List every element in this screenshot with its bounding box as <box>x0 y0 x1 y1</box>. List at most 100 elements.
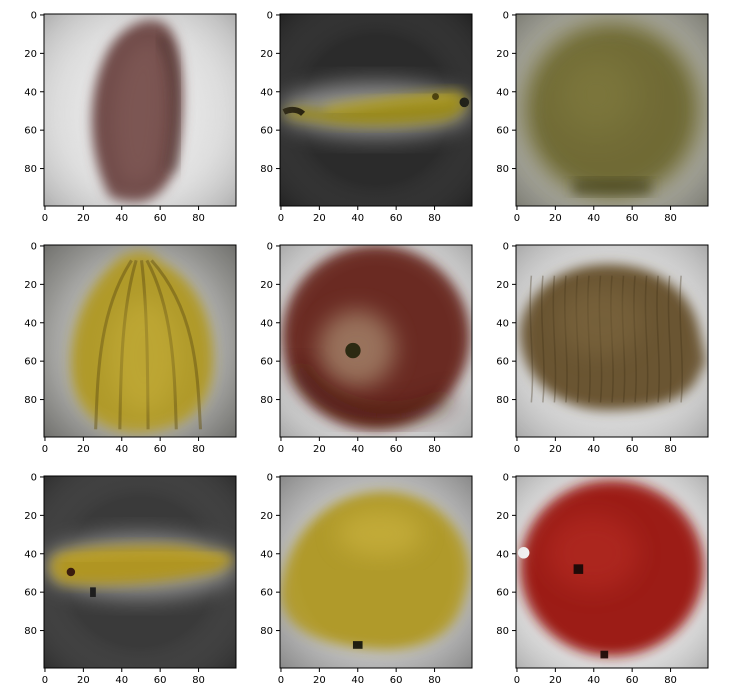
image-panel-5: 0 20 40 60 80 0 20 40 60 80 <box>260 241 473 455</box>
y-tick-label: 40 <box>24 87 37 98</box>
y-tick-label: 80 <box>260 164 273 175</box>
x-tick-label: 0 <box>42 675 48 686</box>
y-tick-label: 80 <box>496 395 509 406</box>
image-panel-2: 0 20 40 60 80 0 20 40 60 80 <box>260 10 473 224</box>
y-tick-label: 60 <box>24 357 37 368</box>
x-tick-label: 60 <box>154 444 167 455</box>
x-tick-label: 80 <box>664 444 677 455</box>
y-tick-label: 80 <box>24 164 37 175</box>
image-panel-4: 0 20 40 60 80 0 20 40 60 80 <box>24 241 237 455</box>
x-tick-label: 0 <box>278 213 284 224</box>
x-tick-label: 20 <box>77 444 90 455</box>
x-tick-label: 0 <box>514 675 520 686</box>
x-tick-label: 40 <box>351 213 364 224</box>
x-tick-label: 80 <box>428 675 441 686</box>
y-tick-label: 60 <box>24 588 37 599</box>
x-tick-label: 0 <box>514 213 520 224</box>
y-tick-label: 20 <box>496 280 509 291</box>
x-tick-label: 60 <box>390 213 403 224</box>
y-tick-label: 20 <box>24 49 37 60</box>
fruit-image <box>280 14 472 206</box>
y-tick-label: 0 <box>31 10 37 21</box>
y-tick-label: 0 <box>503 472 509 483</box>
y-tick-label: 80 <box>260 395 273 406</box>
x-tick-label: 80 <box>428 444 441 455</box>
y-tick-label: 60 <box>260 126 273 137</box>
x-tick-label: 40 <box>115 444 128 455</box>
fruit-image <box>44 476 236 668</box>
y-tick-label: 80 <box>496 626 509 637</box>
x-tick-label: 0 <box>514 444 520 455</box>
x-tick-label: 40 <box>351 675 364 686</box>
fruit-image <box>44 14 236 206</box>
image-panel-9: 0 20 40 60 80 0 20 40 60 80 <box>496 472 709 686</box>
x-tick-label: 40 <box>351 444 364 455</box>
image-panel-1: 0 20 40 60 80 0 20 40 60 80 <box>24 10 237 224</box>
x-tick-label: 20 <box>549 213 562 224</box>
y-tick-label: 0 <box>503 10 509 21</box>
axes-frame <box>279 13 473 207</box>
x-tick-label: 40 <box>587 444 600 455</box>
y-tick-label: 0 <box>267 472 273 483</box>
x-tick-label: 60 <box>626 675 639 686</box>
fruit-image <box>516 14 708 206</box>
x-tick-label: 60 <box>154 675 167 686</box>
axes-frame <box>279 475 473 669</box>
y-tick-label: 80 <box>24 395 37 406</box>
x-tick-label: 20 <box>313 213 326 224</box>
x-tick-label: 40 <box>587 213 600 224</box>
x-tick-label: 20 <box>549 675 562 686</box>
x-tick-label: 0 <box>278 675 284 686</box>
axes-frame <box>43 13 237 207</box>
image-panel-3: 0 20 40 60 80 0 20 40 60 80 <box>496 10 709 224</box>
x-tick-label: 60 <box>154 213 167 224</box>
axes-frame <box>515 244 709 438</box>
y-tick-label: 60 <box>496 357 509 368</box>
x-tick-label: 40 <box>115 213 128 224</box>
x-tick-label: 20 <box>313 444 326 455</box>
x-tick-label: 80 <box>192 675 205 686</box>
x-tick-label: 40 <box>115 675 128 686</box>
y-tick-label: 60 <box>260 357 273 368</box>
y-tick-label: 0 <box>503 241 509 252</box>
y-tick-label: 40 <box>260 549 273 560</box>
y-tick-label: 40 <box>496 549 509 560</box>
x-tick-label: 0 <box>278 444 284 455</box>
fruit-image <box>280 245 472 437</box>
x-tick-label: 20 <box>313 675 326 686</box>
x-tick-label: 80 <box>192 213 205 224</box>
image-panel-7: 0 20 40 60 80 0 20 40 60 80 <box>24 472 237 686</box>
y-tick-label: 60 <box>496 126 509 137</box>
x-tick-label: 40 <box>587 675 600 686</box>
y-tick-label: 20 <box>260 49 273 60</box>
y-tick-label: 40 <box>260 318 273 329</box>
axes-frame <box>515 13 709 207</box>
x-tick-label: 0 <box>42 444 48 455</box>
x-tick-label: 60 <box>390 444 403 455</box>
x-tick-label: 60 <box>626 444 639 455</box>
y-tick-label: 20 <box>24 280 37 291</box>
y-tick-label: 40 <box>24 549 37 560</box>
y-tick-label: 0 <box>267 10 273 21</box>
x-tick-label: 60 <box>390 675 403 686</box>
x-tick-label: 20 <box>77 213 90 224</box>
fruit-image <box>516 245 708 437</box>
y-tick-label: 60 <box>24 126 37 137</box>
x-tick-label: 80 <box>192 444 205 455</box>
y-tick-label: 80 <box>496 164 509 175</box>
axes-frame <box>279 244 473 438</box>
y-tick-label: 20 <box>260 511 273 522</box>
y-tick-label: 60 <box>496 588 509 599</box>
x-tick-label: 60 <box>626 213 639 224</box>
x-tick-label: 20 <box>549 444 562 455</box>
y-tick-label: 20 <box>496 49 509 60</box>
axes-frame <box>43 244 237 438</box>
y-tick-label: 20 <box>260 280 273 291</box>
image-panel-8: 0 20 40 60 80 0 20 40 60 80 <box>260 472 473 686</box>
y-tick-label: 0 <box>267 241 273 252</box>
y-tick-label: 40 <box>260 87 273 98</box>
x-tick-label: 20 <box>77 675 90 686</box>
image-panel-6: 0 20 40 60 80 0 20 40 60 80 <box>496 241 709 455</box>
y-tick-label: 0 <box>31 472 37 483</box>
